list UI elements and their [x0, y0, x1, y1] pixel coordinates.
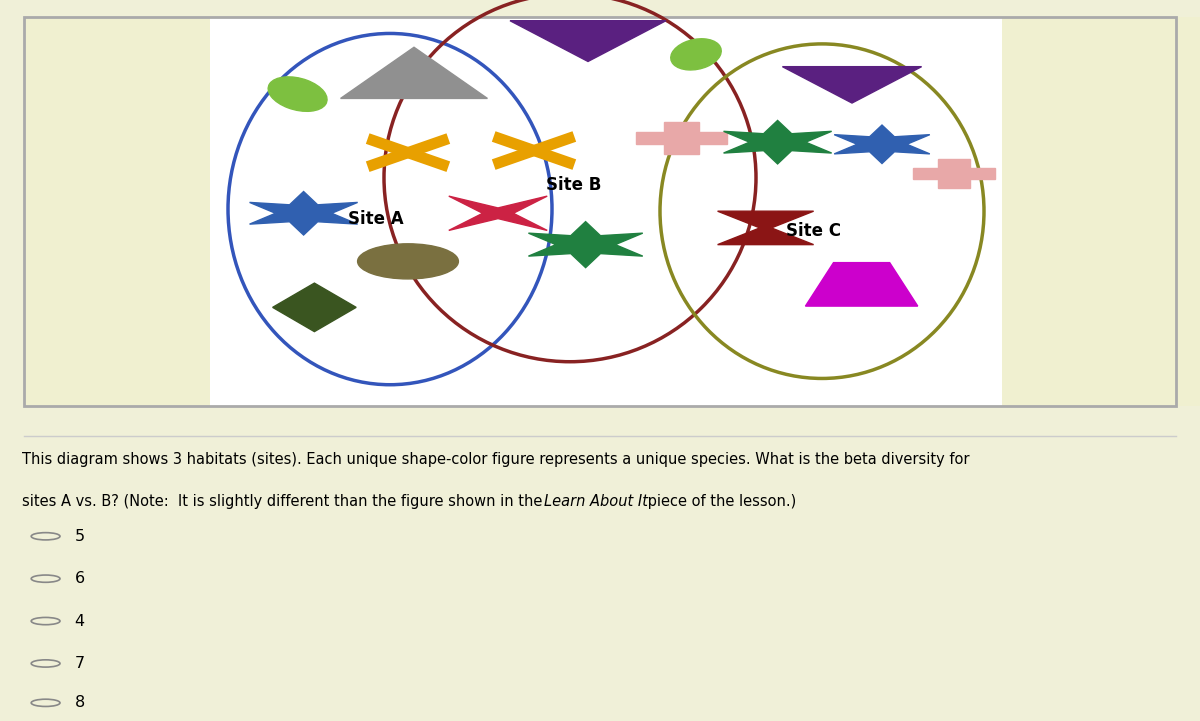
Polygon shape: [250, 192, 358, 235]
Bar: [913, 168, 995, 179]
Text: piece of the lesson.): piece of the lesson.): [643, 494, 797, 509]
Text: Learn About It: Learn About It: [544, 494, 648, 509]
Text: Site A: Site A: [348, 210, 403, 228]
Bar: [665, 122, 698, 154]
Polygon shape: [782, 66, 922, 103]
Polygon shape: [834, 125, 930, 164]
Text: Site C: Site C: [786, 222, 841, 240]
Polygon shape: [718, 211, 814, 244]
Polygon shape: [272, 283, 356, 332]
Bar: [24, 17, 210, 406]
Polygon shape: [449, 196, 547, 231]
Text: 4: 4: [74, 614, 84, 629]
Bar: [938, 159, 970, 187]
Ellipse shape: [671, 39, 721, 70]
Bar: [1002, 17, 1200, 406]
Text: 7: 7: [74, 656, 84, 671]
Text: This diagram shows 3 habitats (sites). Each unique shape-color figure represents: This diagram shows 3 habitats (sites). E…: [22, 451, 970, 466]
Bar: [210, 17, 1002, 406]
Polygon shape: [528, 221, 643, 267]
Circle shape: [358, 244, 458, 279]
Text: 5: 5: [74, 528, 84, 544]
Text: 6: 6: [74, 571, 84, 586]
Ellipse shape: [268, 77, 328, 111]
Bar: [636, 132, 727, 144]
Polygon shape: [805, 262, 918, 306]
Text: 8: 8: [74, 695, 85, 710]
Text: Site B: Site B: [546, 176, 601, 194]
Polygon shape: [341, 48, 487, 99]
Polygon shape: [724, 120, 832, 164]
Text: sites A vs. B? (Note:  It is slightly different than the figure shown in the: sites A vs. B? (Note: It is slightly dif…: [22, 494, 547, 509]
Polygon shape: [510, 21, 666, 61]
